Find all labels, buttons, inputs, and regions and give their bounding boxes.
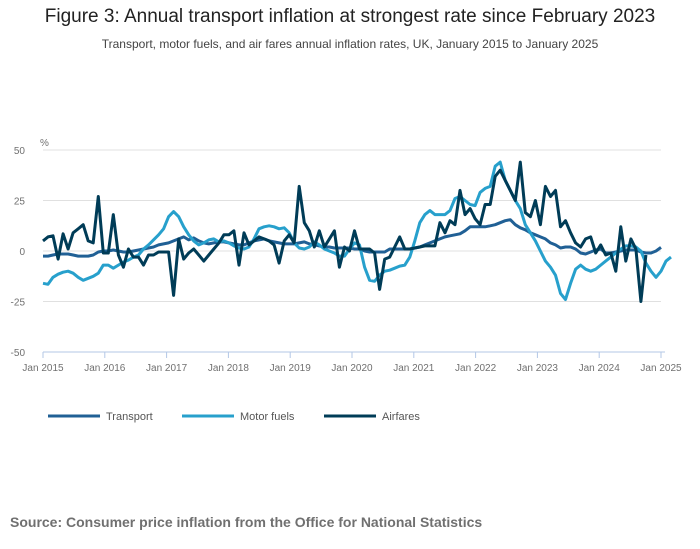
legend-label: Motor fuels [240,411,295,423]
chart-subtitle: Transport, motor fuels, and air fares an… [101,37,599,51]
legend-label: Transport [106,411,153,423]
x-tick-label: Jan 2021 [393,363,435,374]
source-note: Source: Consumer price inflation from th… [10,514,483,530]
x-tick-label: Jan 2015 [22,363,64,374]
y-tick-label: -50 [11,348,26,359]
x-tick-label: Jan 2019 [270,363,312,374]
y-tick-label: -25 [11,298,26,309]
series-line-motor-fuels [42,160,672,301]
x-tick-label: Jan 2016 [84,363,126,374]
y-tick-label: 0 [19,247,25,258]
y-tick-label: 25 [14,197,26,208]
x-tick-label: Jan 2018 [208,363,250,374]
y-tick-label: 50 [14,146,26,157]
x-tick-label: Jan 2025 [640,363,682,374]
x-tick-label: Jan 2024 [579,363,621,374]
x-tick-label: Jan 2022 [455,363,497,374]
x-tick-label: Jan 2023 [517,363,559,374]
y-axis-unit: % [40,138,49,149]
legend-label: Airfares [382,411,420,423]
chart-title: Figure 3: Annual transport inflation at … [44,6,656,27]
series-line-airfares [42,160,648,303]
x-tick-label: Jan 2017 [146,363,188,374]
x-tick-label: Jan 2020 [331,363,373,374]
